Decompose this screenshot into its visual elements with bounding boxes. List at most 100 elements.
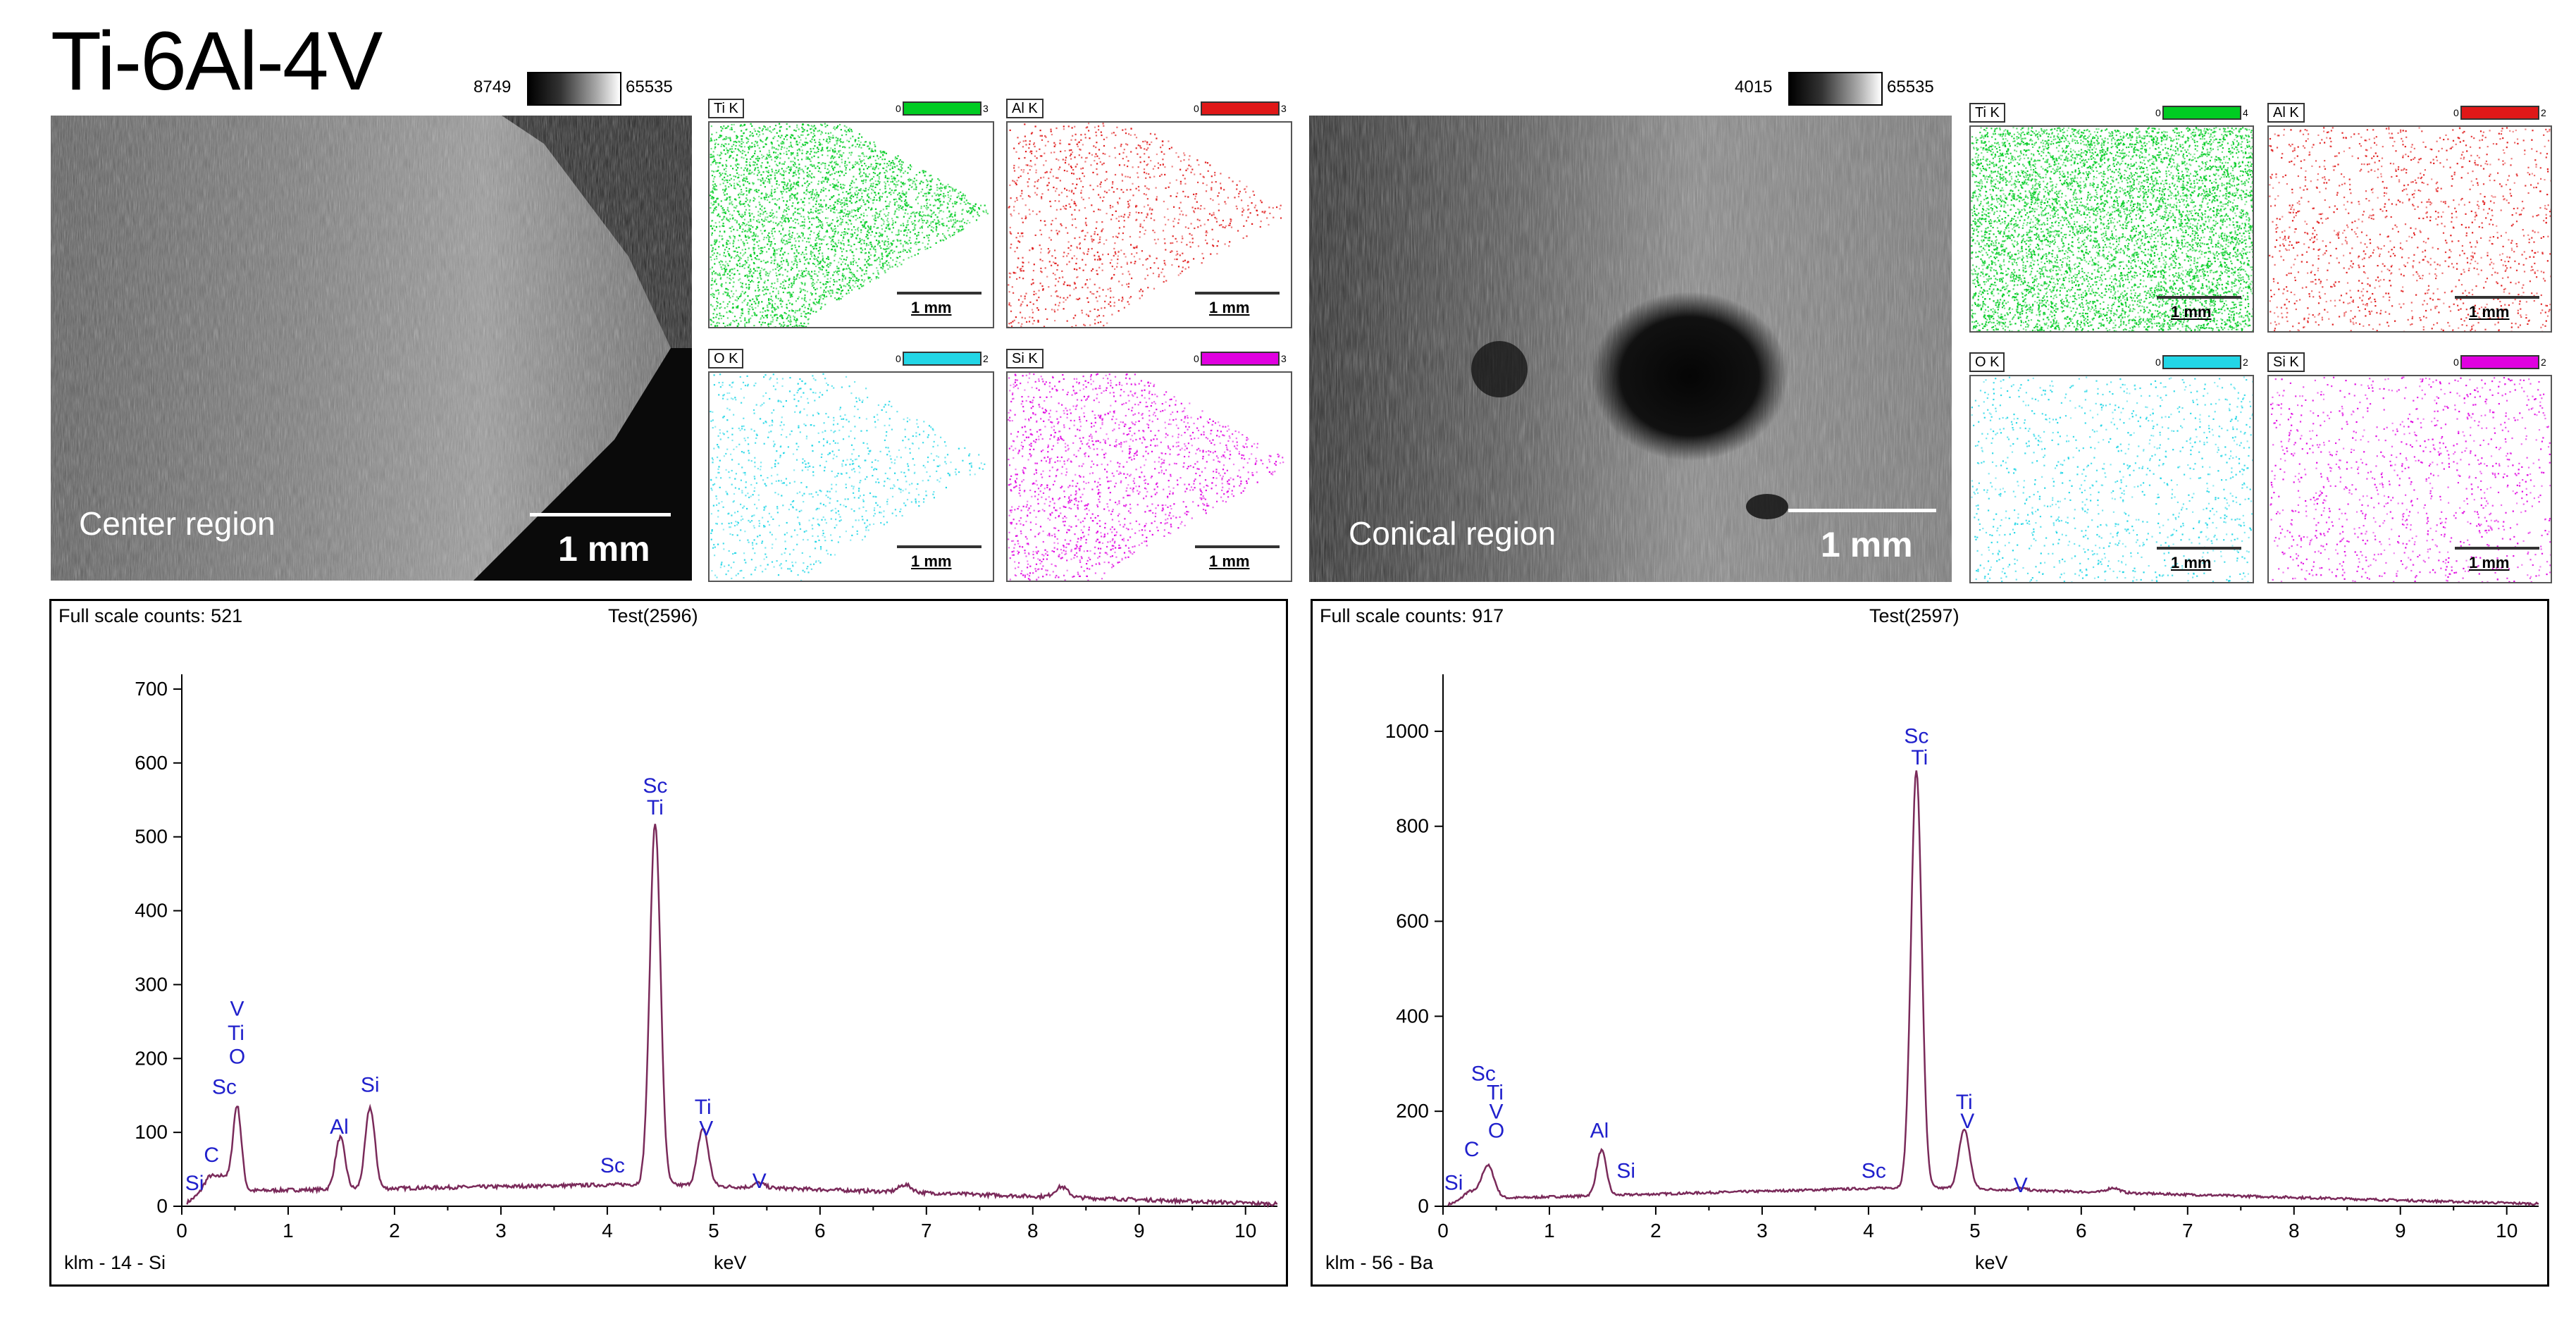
peak-label: V	[699, 1117, 713, 1140]
x-tick-label: 9	[2395, 1220, 2406, 1241]
element-map: Si K 0 2 1 mm	[2267, 352, 2552, 583]
spectrum-box-right: Full scale counts: 917 Test(2597) 0 200 40…	[1311, 599, 2549, 1287]
map-scale-bar	[2157, 547, 2241, 550]
y-tick-label: 200	[1396, 1100, 1429, 1122]
colorbar-gradient	[1788, 72, 1883, 106]
sem-image-conical: Conical region 1 mm	[1309, 116, 1952, 582]
element-map: Ti K 0 4 1 mm	[1969, 103, 2254, 333]
map-scale-label: 1 mm	[911, 299, 952, 316]
map-header: Ti K 0 4	[1969, 103, 2251, 124]
map-header: Al K 0 2	[2267, 103, 2549, 124]
y-tick-label: 600	[135, 752, 168, 774]
x-tick-label: 2	[1650, 1220, 1661, 1241]
x-tick-label: 2	[389, 1220, 400, 1241]
colorbar-left: 8749 65535	[465, 65, 698, 107]
map-range-min: 0	[1194, 353, 1199, 364]
peak-label: Sc	[643, 774, 667, 798]
map-dots	[2269, 127, 2551, 331]
peak-label: O	[1488, 1119, 1504, 1142]
peak-label: Ti	[1911, 746, 1928, 769]
map-range-max: 2	[2243, 357, 2248, 368]
map-element-label: O K	[1969, 352, 2005, 372]
map-dots	[1008, 373, 1284, 581]
map-scale-label: 1 mm	[2469, 303, 2510, 321]
colorbar-min: 8749	[473, 78, 512, 97]
test-id: Test(2597)	[1869, 605, 1959, 626]
x-tick-label: 3	[495, 1220, 507, 1241]
scale-bar	[530, 513, 671, 516]
map-color-swatch	[2460, 106, 2539, 120]
map-header: Si K 0 3	[1006, 349, 1289, 370]
x-tick-label: 1	[1544, 1220, 1555, 1241]
peak-label: Al	[330, 1115, 349, 1139]
map-header: Ti K 0 3	[708, 99, 991, 120]
map-range-max: 4	[2243, 107, 2248, 118]
colorbar-right: 4015 65535	[1726, 65, 1959, 107]
sem-image-center: Center region 1 mm	[51, 116, 692, 581]
map-color-swatch	[903, 101, 982, 116]
x-tick-label: 8	[2289, 1220, 2300, 1241]
full-scale-counts: Full scale counts: 917	[1320, 605, 1504, 626]
map-range-min: 0	[896, 103, 901, 114]
peak-label: Al	[1590, 1119, 1609, 1142]
x-tick-label: 5	[708, 1220, 719, 1241]
map-color-swatch	[2162, 355, 2241, 369]
full-scale-counts: Full scale counts: 521	[58, 605, 243, 626]
colorbar-max: 65535	[1887, 78, 1934, 97]
region-label: Center region	[79, 505, 275, 542]
map-range-max: 2	[983, 353, 989, 364]
map-scale-bar	[2455, 547, 2539, 550]
map-scale-label: 1 mm	[2469, 554, 2510, 571]
map-dots	[1971, 376, 2253, 582]
peak-label: Sc	[212, 1076, 237, 1099]
map-element-label: Ti K	[1969, 103, 2005, 123]
map-dots	[710, 373, 986, 581]
map-element-label: Si K	[1006, 349, 1044, 369]
element-marker-footer: klm - 14 - Si	[64, 1252, 166, 1273]
peak-label: V	[230, 997, 244, 1020]
map-range-min: 0	[2453, 107, 2459, 118]
element-marker-footer: klm - 56 - Ba	[1325, 1252, 1434, 1273]
peak-label: Ti	[228, 1022, 244, 1045]
x-tick-label: 7	[2182, 1220, 2193, 1241]
map-color-swatch	[2460, 355, 2539, 369]
y-tick-label: 200	[135, 1047, 168, 1069]
x-tick-label: 0	[1437, 1220, 1449, 1241]
peak-label: Sc	[1862, 1160, 1886, 1183]
x-axis-label: keV	[714, 1252, 747, 1273]
y-tick-label: 1000	[1385, 720, 1429, 742]
map-range-max: 2	[2541, 107, 2546, 118]
spectrum-line	[186, 824, 1278, 1208]
map-range-max: 3	[983, 103, 989, 114]
y-tick-label: 400	[135, 900, 168, 922]
map-range-max: 2	[2541, 357, 2546, 368]
region-label: Conical region	[1349, 515, 1556, 552]
map-range-max: 3	[1281, 353, 1287, 364]
peak-label: Ti	[1956, 1091, 1973, 1114]
map-dots	[710, 123, 989, 327]
x-tick-label: 9	[1134, 1220, 1145, 1241]
x-tick-label: 4	[1863, 1220, 1874, 1241]
colorbar-min: 4015	[1735, 78, 1773, 97]
map-header: Si K 0 2	[2267, 352, 2549, 373]
map-color-swatch	[903, 352, 982, 366]
map-range-min: 0	[2155, 357, 2161, 368]
map-scale-bar	[897, 545, 982, 548]
x-tick-label: 4	[602, 1220, 613, 1241]
element-map: O K 0 2 1 mm	[708, 349, 994, 582]
sem-texture-center	[51, 116, 692, 581]
map-element-label: Al K	[1006, 99, 1044, 118]
map-color-swatch	[1201, 352, 1280, 366]
y-tick-label: 300	[135, 973, 168, 995]
peak-label: Si	[361, 1073, 380, 1096]
peak-label: Ti	[1487, 1081, 1504, 1104]
scale-bar	[1788, 509, 1936, 512]
map-scale-label: 1 mm	[2171, 554, 2212, 571]
peak-label: V	[753, 1170, 767, 1193]
map-color-swatch	[1201, 101, 1280, 116]
spectrum-line	[1447, 770, 2539, 1207]
peak-label: V	[2014, 1174, 2028, 1197]
map-dots	[2270, 376, 2551, 582]
